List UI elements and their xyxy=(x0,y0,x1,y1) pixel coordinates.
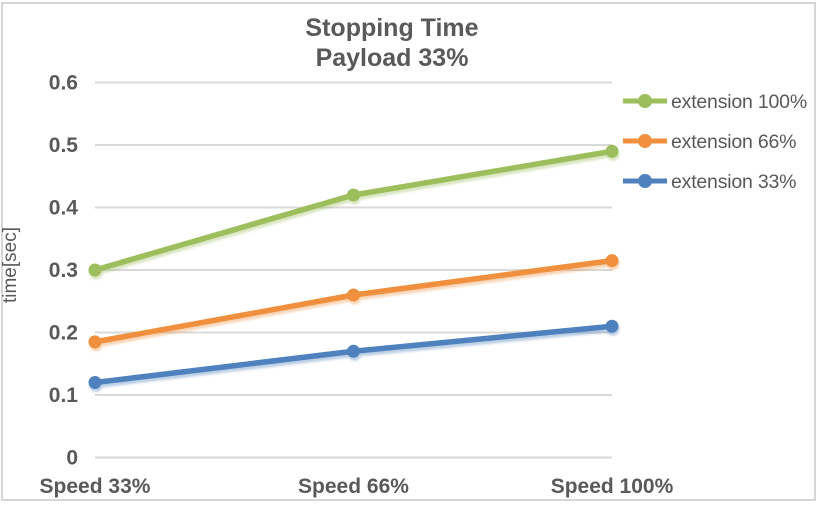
data-point-extension-33 xyxy=(347,344,360,358)
data-point-extension-100 xyxy=(347,188,360,202)
x-category-label: Speed 66% xyxy=(298,475,409,498)
series-extension-33 xyxy=(88,319,619,389)
legend-item-extension-66: extension 66% xyxy=(623,131,797,153)
y-tick-label: 0.4 xyxy=(49,197,79,220)
x-category-label: Speed 33% xyxy=(40,475,151,498)
chart-border xyxy=(1,2,816,501)
data-point-extension-66 xyxy=(347,288,360,302)
y-tick-label: 0.6 xyxy=(49,72,78,95)
data-point-extension-33 xyxy=(605,319,619,333)
legend-item-extension-100: extension 100% xyxy=(623,91,807,113)
data-point-extension-100 xyxy=(605,144,619,158)
y-axis-title: time[sec] xyxy=(0,227,21,303)
data-point-extension-33 xyxy=(88,376,102,389)
x-category-label: Speed 100% xyxy=(551,475,674,498)
y-tick-label: 0.1 xyxy=(49,384,79,407)
legend-marker-icon xyxy=(638,94,652,108)
y-tick-label: 0.3 xyxy=(49,259,78,282)
series-extension-66 xyxy=(88,254,619,349)
legend-label: extension 66% xyxy=(671,131,796,153)
legend-marker-icon xyxy=(638,174,652,188)
data-point-extension-66 xyxy=(88,335,102,349)
legend-label: extension 33% xyxy=(671,171,796,193)
legend-item-extension-33: extension 33% xyxy=(623,171,797,193)
chart-subtitle: Payload 33% xyxy=(316,44,469,72)
y-tick-label: 0.5 xyxy=(49,134,79,157)
legend-marker-icon xyxy=(638,134,652,148)
y-tick-label: 0.2 xyxy=(49,322,78,345)
data-point-extension-66 xyxy=(605,254,619,268)
series-extension-100 xyxy=(88,144,619,277)
legend-label: extension 100% xyxy=(671,91,807,113)
chart-title: Stopping Time xyxy=(305,14,478,42)
data-point-extension-100 xyxy=(88,263,102,277)
y-tick-label: 0 xyxy=(66,447,78,470)
